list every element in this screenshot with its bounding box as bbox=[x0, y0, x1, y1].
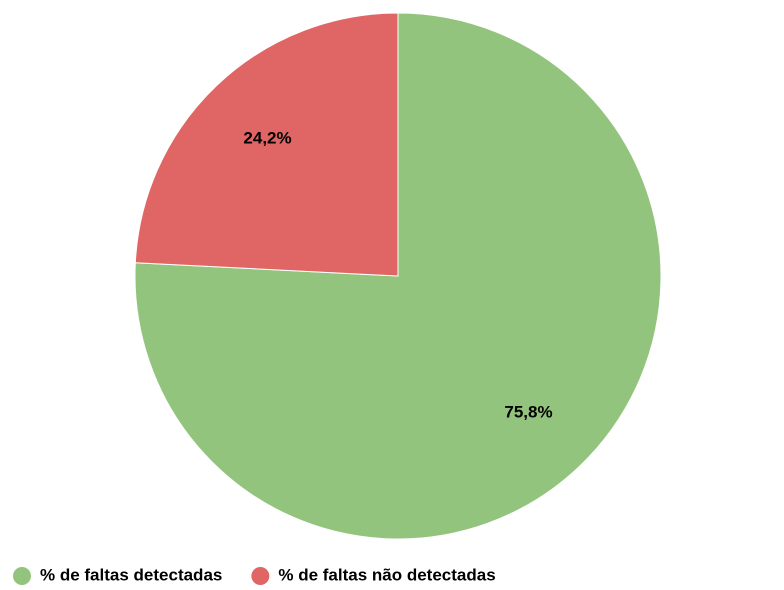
slice-label: 75,8% bbox=[504, 403, 552, 422]
slice-label: 24,2% bbox=[243, 128, 291, 147]
pie-slice bbox=[134, 12, 662, 540]
legend-label: % de faltas não detectadas bbox=[278, 565, 495, 584]
legend-marker bbox=[251, 567, 270, 585]
pie-slice bbox=[134, 12, 399, 277]
legend-label: % de faltas detectadas bbox=[40, 565, 222, 584]
legend-marker bbox=[13, 567, 31, 585]
